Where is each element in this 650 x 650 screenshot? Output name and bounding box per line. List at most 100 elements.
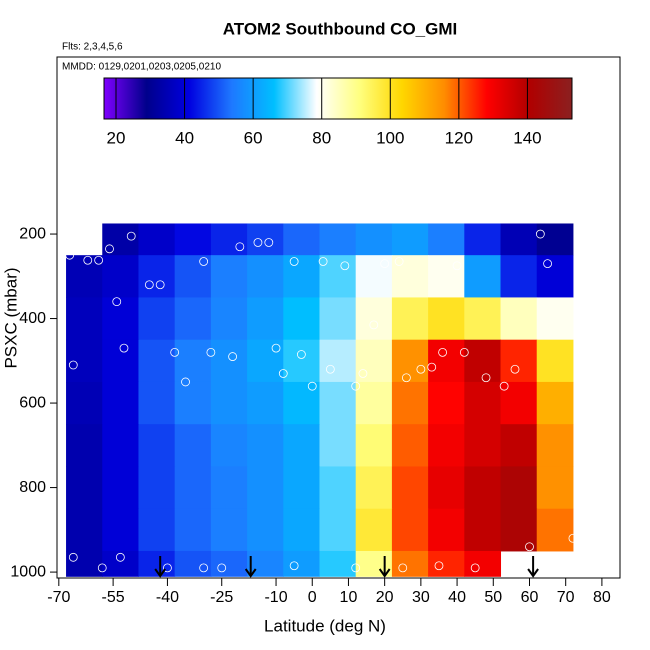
- heat-cell: [391, 424, 429, 467]
- heat-cell: [428, 223, 465, 256]
- arrow-head: [154, 568, 166, 578]
- heat-cell: [319, 550, 357, 577]
- y-tick-label: 400: [19, 310, 46, 327]
- heat-cell: [210, 339, 248, 383]
- heat-cell: [428, 339, 465, 383]
- arrow-marker: [154, 556, 166, 578]
- observation-point: [459, 347, 469, 357]
- heat-cell: [536, 466, 574, 510]
- x-tick-label: 80: [593, 589, 611, 606]
- heat-cell: [391, 381, 429, 425]
- observation-point: [199, 563, 209, 573]
- observation-point: [535, 229, 545, 239]
- heat-cell: [210, 508, 248, 552]
- observation-point: [434, 561, 444, 571]
- heat-cell: [464, 381, 502, 425]
- observation-point: [68, 360, 78, 370]
- x-tick-label: 20: [376, 589, 394, 606]
- heat-cell: [391, 550, 429, 577]
- heat-cell: [138, 223, 176, 256]
- heat-cell: [138, 255, 176, 298]
- heat-cell: [536, 297, 574, 341]
- observation-point: [163, 563, 172, 573]
- heat-cell: [500, 381, 538, 425]
- observation-point: [199, 257, 209, 266]
- colorbar-tick-label: 20: [107, 128, 126, 147]
- observation-point: [438, 347, 447, 357]
- heat-cell: [247, 297, 284, 341]
- observation-point: [340, 261, 350, 271]
- heat-cell: [500, 255, 538, 298]
- heat-cell: [428, 424, 465, 467]
- heat-cell: [174, 466, 212, 510]
- observation-point: [112, 297, 122, 307]
- heat-cell: [210, 255, 248, 298]
- observation-point: [325, 364, 335, 374]
- x-tick-label: 70: [557, 589, 575, 606]
- observation-point: [289, 257, 299, 266]
- heat-cell: [464, 297, 502, 341]
- heat-cell: [391, 255, 429, 298]
- heat-cell: [283, 381, 320, 425]
- heat-cell: [464, 550, 502, 577]
- heat-cell: [428, 508, 465, 552]
- observation-point: [525, 542, 534, 552]
- heat-cell: [500, 508, 538, 552]
- observation-point: [401, 373, 411, 383]
- heat-cell: [174, 424, 212, 467]
- heat-cell: [210, 297, 248, 341]
- observation-point: [181, 377, 190, 387]
- observation-point: [481, 373, 491, 383]
- x-tick-label: 0: [308, 589, 317, 606]
- heat-cell: [319, 381, 357, 425]
- x-tick-label: 40: [448, 589, 466, 606]
- observation-point: [235, 242, 245, 252]
- x-tick-label: -55: [102, 589, 125, 606]
- heat-cell: [66, 466, 103, 510]
- colorbar-tick-label: 80: [312, 128, 331, 147]
- heat-cell: [102, 508, 139, 552]
- observation-point: [126, 231, 136, 241]
- heat-cell: [536, 508, 574, 552]
- heat-cell: [138, 381, 176, 425]
- heat-cell: [102, 297, 139, 341]
- heat-cell: [247, 339, 284, 383]
- heat-cell: [174, 223, 212, 256]
- arrow-head: [527, 568, 539, 578]
- observation-point: [206, 347, 216, 357]
- heat-cell: [138, 339, 176, 383]
- chart-title: ATOM2 Southbound CO_GMI: [223, 19, 458, 38]
- observation-point: [278, 369, 288, 378]
- colorbar: [103, 77, 573, 120]
- colorbar-tick-label: 40: [175, 128, 194, 147]
- observation-point: [568, 533, 578, 543]
- heat-cell: [464, 508, 502, 552]
- heat-cell: [174, 508, 212, 552]
- heat-cell: [210, 223, 248, 256]
- arrow-head: [378, 568, 391, 578]
- x-tick-label: -70: [47, 589, 70, 606]
- heat-cell: [536, 339, 574, 383]
- heat-cell: [102, 550, 139, 577]
- heat-cell: [247, 466, 284, 510]
- heat-cell: [174, 550, 212, 577]
- heat-cell: [174, 297, 212, 341]
- heat-cell: [210, 550, 248, 577]
- heat-cell: [247, 381, 284, 425]
- heat-cell: [102, 255, 139, 298]
- x-tick-label: 30: [412, 589, 430, 606]
- arrow-head: [244, 568, 257, 578]
- heat-cell: [210, 424, 248, 467]
- heat-cell: [355, 508, 393, 552]
- observation-point: [289, 561, 299, 571]
- observation-point: [510, 364, 520, 374]
- heat-cell: [355, 381, 393, 425]
- heat-cell: [428, 466, 465, 510]
- heat-cell: [138, 297, 176, 341]
- heat-cell: [391, 339, 429, 383]
- observation-point: [68, 552, 78, 562]
- heat-cell: [247, 223, 284, 256]
- x-tick-label: -40: [156, 589, 179, 606]
- heat-cell: [66, 508, 103, 552]
